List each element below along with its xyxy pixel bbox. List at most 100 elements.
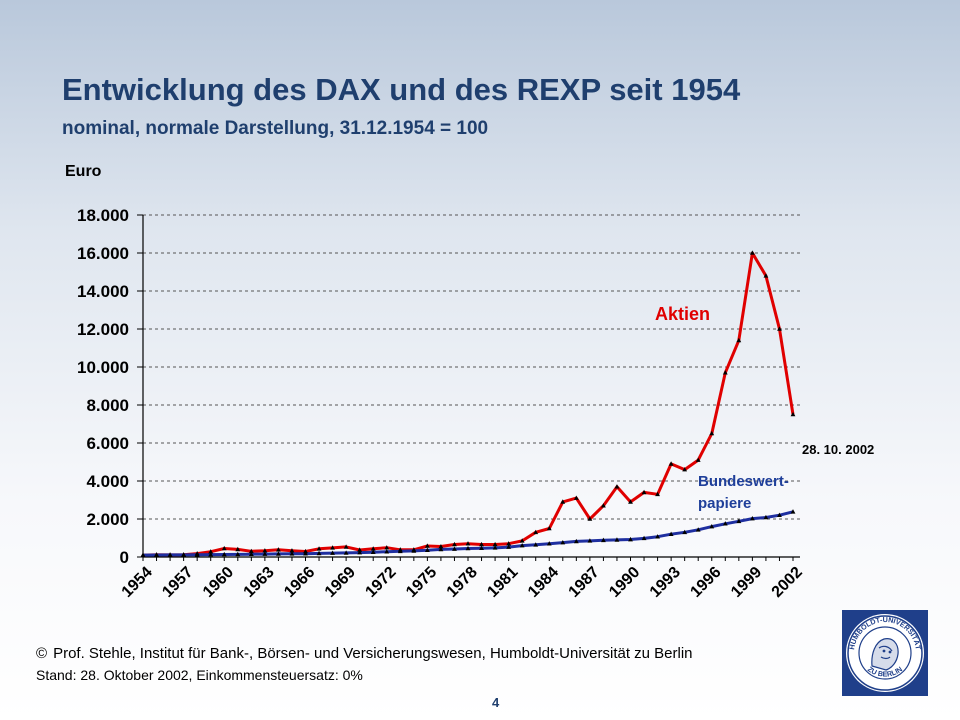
- series-markers: [140, 250, 796, 557]
- series-0-point-1963: [262, 548, 268, 553]
- y-tick-label-9: 18.000: [77, 206, 129, 225]
- series-1-point-1967: [316, 550, 322, 556]
- series-0-point-2002: [790, 411, 796, 417]
- x-tick-label-1993: 1993: [647, 564, 684, 601]
- series-1-point-1970: [357, 550, 363, 555]
- series-1-point-1955: [154, 552, 159, 557]
- series-0-point-1997: [722, 370, 728, 375]
- series-0-point-1975: [424, 543, 430, 548]
- series-1-point-1988: [601, 537, 606, 543]
- x-tick-label-1969: 1969: [322, 564, 359, 601]
- y-tick-label-2: 4.000: [86, 472, 129, 491]
- series-1-point-1989: [614, 537, 620, 542]
- series-1-point-1961: [235, 551, 241, 557]
- x-tick-label-1960: 1960: [200, 564, 237, 601]
- series-1-point-1982: [519, 543, 525, 548]
- series-1-point-1973: [397, 548, 403, 554]
- y-tick-label-7: 14.000: [77, 282, 129, 301]
- series-1-point-1976: [438, 546, 444, 552]
- series-0-point-1978: [465, 541, 471, 546]
- series-1-point-1993: [668, 531, 674, 536]
- series-0-point-1977: [452, 541, 457, 547]
- series-0-point-1968: [330, 545, 335, 550]
- x-tick-label-1954: 1954: [119, 564, 156, 601]
- series-1-point-1963: [262, 551, 268, 556]
- series-1-point-1962: [248, 551, 254, 557]
- y-tick-label-8: 16.000: [77, 244, 129, 263]
- series-1-point-1968: [330, 550, 335, 555]
- series-0-point-1979: [479, 541, 484, 547]
- series-1-point-1978: [465, 545, 471, 551]
- series-0-point-1969: [343, 544, 349, 549]
- y-tick-label-1: 2.000: [86, 510, 129, 529]
- series-1-point-1957: [181, 552, 187, 557]
- slide-title: Entwicklung des DAX und des REXP seit 19…: [62, 72, 741, 107]
- series-1-point-1985: [560, 539, 566, 545]
- series-0-point-1971: [370, 546, 376, 551]
- series-1-point-1987: [587, 538, 593, 543]
- series-1-point-1991: [641, 535, 647, 541]
- copyright-text: Prof. Stehle, Institut für Bank-, Börsen…: [53, 645, 693, 662]
- series-1-point-1998: [736, 518, 742, 524]
- series-line-0: [142, 251, 795, 557]
- series-1-point-1969: [343, 550, 349, 555]
- x-tick-label-1963: 1963: [241, 564, 278, 601]
- x-tick-label-1999: 1999: [728, 564, 765, 601]
- series-1-point-1959: [208, 552, 214, 557]
- series-1-point-1981: [506, 544, 512, 549]
- series-0-point-1983: [533, 529, 539, 535]
- y-tick-label-0: 0: [120, 548, 129, 567]
- series-0-point-1976: [438, 543, 444, 549]
- series-0-point-1960: [221, 545, 227, 551]
- series-1-point-1960: [221, 551, 227, 557]
- series-0-point-1991: [641, 489, 647, 495]
- series-1-point-1958: [194, 552, 200, 557]
- series-0-point-1964: [276, 547, 281, 552]
- series-0-point-1985: [560, 499, 566, 504]
- seal-text-bottom: ZU BERLIN: [866, 665, 904, 679]
- series-1-point-1979: [479, 545, 484, 551]
- series-0-point-1981: [506, 541, 512, 546]
- series-1-point-1956: [167, 552, 173, 557]
- grid-lines: [143, 214, 800, 520]
- series-0-point-1986: [573, 495, 579, 500]
- series-1-point-1980: [492, 545, 498, 550]
- y-tick-labels: 0 2.000 4.000 6.000 8.000 10.000 12.000 14.000 1…: [77, 206, 129, 567]
- series-1-point-1990: [628, 536, 633, 542]
- x-tick-label-1957: 1957: [159, 564, 196, 601]
- series-0-point-1993: [668, 461, 674, 466]
- x-tick-label-1978: 1978: [444, 564, 481, 601]
- series-1-point-2001: [777, 512, 782, 517]
- x-tick-label-1981: 1981: [484, 564, 521, 601]
- series-1-point-1954: [140, 552, 146, 557]
- series-0-point-1965: [289, 548, 295, 553]
- series-1-point-1997: [722, 521, 728, 526]
- series-1-point-2000: [763, 514, 769, 520]
- series-0-point-1989: [614, 484, 620, 489]
- series-0-point-1992: [655, 491, 660, 497]
- y-tick-label-3: 6.000: [86, 434, 129, 453]
- x-tick-labels: 1954 1957 1960 1963 1966 1969 1972 1975 1978 1981…: [119, 564, 806, 601]
- x-tick-label-1975: 1975: [403, 564, 440, 601]
- x-tick-label-1984: 1984: [525, 564, 562, 601]
- copyright-line: © Prof. Stehle, Institut für Bank-, Börse…: [36, 645, 693, 662]
- series-1-point-1965: [289, 551, 295, 556]
- series-0-point-1982: [519, 538, 525, 543]
- series-lines: [142, 251, 795, 557]
- x-tick-label-1966: 1966: [281, 564, 318, 601]
- page-number: 4: [492, 695, 500, 710]
- x-tick-label-2002: 2002: [769, 564, 806, 601]
- label-bundeswertpapiere-line2: papiere: [698, 495, 751, 512]
- x-tick-label-1987: 1987: [566, 564, 603, 601]
- series-1-point-1995: [695, 527, 701, 532]
- series-0-point-1998: [736, 337, 742, 343]
- label-date-annotation: 28. 10. 2002: [802, 442, 874, 457]
- copyright-icon: ©: [36, 645, 48, 662]
- series-0-point-1996: [709, 430, 715, 436]
- y-tick-label-5: 10.000: [77, 358, 129, 377]
- series-0-point-1959: [208, 549, 214, 554]
- series-0-point-1961: [235, 546, 241, 552]
- series-1-point-1966: [303, 551, 308, 556]
- series-0-point-1995: [695, 457, 701, 462]
- series-1-point-1977: [452, 546, 457, 551]
